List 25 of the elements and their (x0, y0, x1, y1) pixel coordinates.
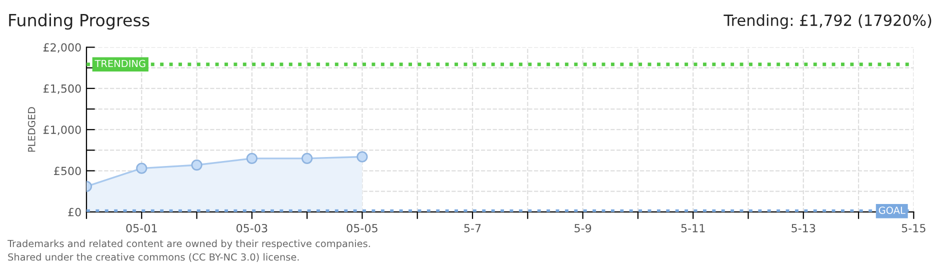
x-tick-label: 05-01 (126, 224, 157, 232)
point (136, 162, 148, 174)
point (191, 159, 202, 171)
y-tick-label: £2,000 (43, 43, 81, 53)
point (246, 152, 258, 164)
y-tick-label: £1,500 (43, 84, 81, 94)
y-axis-title: PLEDGED (28, 107, 36, 152)
point (356, 151, 368, 162)
x-tick-label: 05-05 (346, 224, 378, 232)
chart-title: Funding Progress (9, 14, 150, 30)
x-tick-label: 5-9 (574, 224, 592, 232)
ref-line-label: GOAL (878, 206, 906, 214)
x-tick-label: 5-13 (792, 224, 816, 232)
y-tick-label: £1,000 (43, 126, 81, 136)
ref-line-label: TRENDING (94, 60, 146, 68)
point (302, 152, 313, 164)
y-tick-label: £0 (68, 208, 81, 216)
x-tick-label: 5-15 (902, 224, 926, 232)
x-tick-label: 5-7 (464, 224, 481, 232)
chart-subtitle: Trending: £1,792 (17920%) (724, 14, 932, 29)
x-tick-label: 5-11 (681, 224, 705, 232)
y-tick-label: £500 (54, 166, 81, 176)
text: Shared under the creative commons (CC BY-NC 3.0) license. (8, 253, 299, 262)
text: Trademarks and related content are owned by their respective companies. (7, 240, 370, 250)
x-tick-label: 05-03 (236, 224, 268, 232)
